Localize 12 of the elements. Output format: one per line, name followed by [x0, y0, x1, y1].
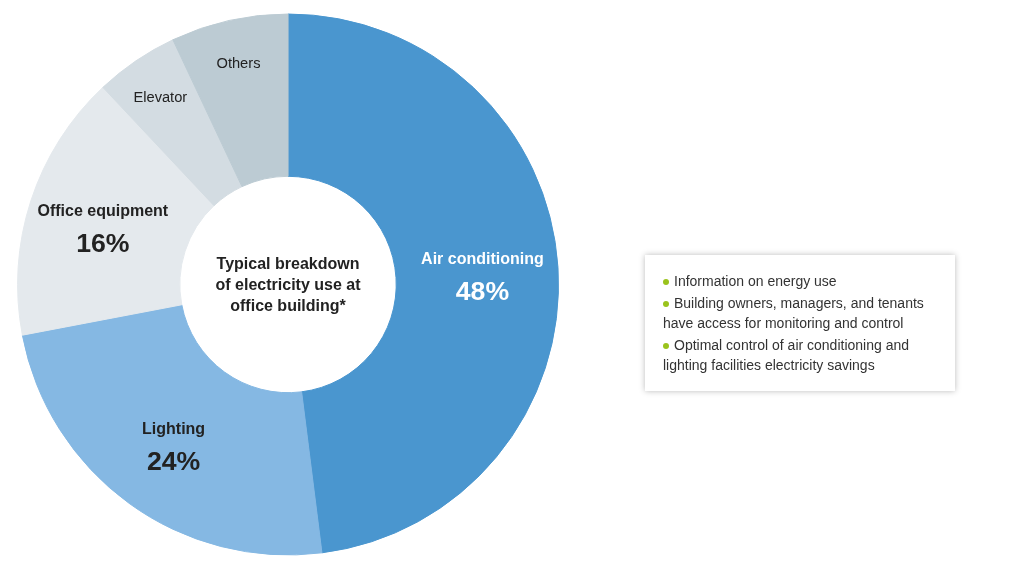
- text: Typical breakdown of electricity use at office building*: [215, 254, 362, 315]
- slice-label: Others: [216, 54, 261, 71]
- slice-label: Air conditioning: [421, 250, 544, 268]
- data-label: 24%: [146, 445, 201, 476]
- slice-label: Office equipment: [37, 202, 169, 220]
- text: Building owners, managers, and tenants have access for monitoring and control: [663, 294, 925, 333]
- text: Information on energy use: [673, 272, 838, 291]
- slice-label: Elevator: [133, 88, 188, 105]
- text: Optimal control of air conditioning and lighting facilities electricity savings: [663, 336, 911, 375]
- slice-label: Lighting: [142, 420, 206, 438]
- data-label: 48%: [455, 276, 510, 307]
- data-label: 16%: [76, 228, 130, 259]
